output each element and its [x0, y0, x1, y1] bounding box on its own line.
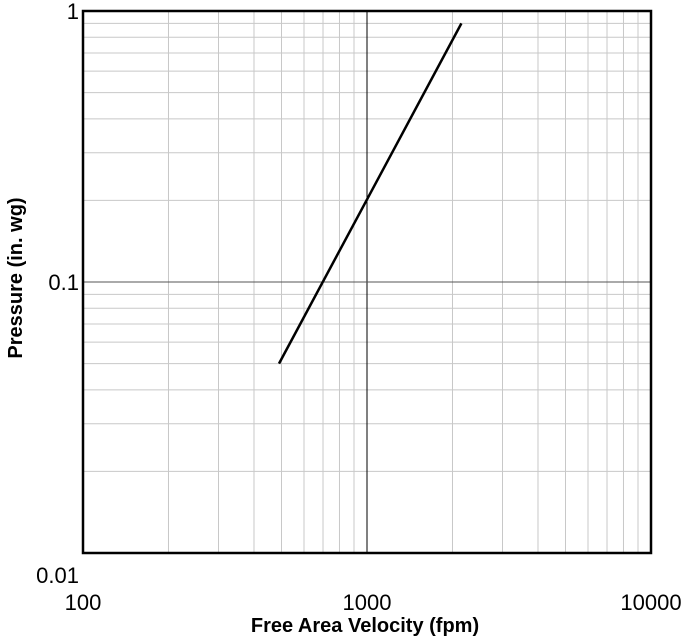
x-tick-label-10000: 10000: [620, 590, 681, 615]
y-tick-label-1: 1: [67, 0, 79, 24]
y-tick-label-0-01: 0.01: [36, 563, 79, 588]
y-tick-label-0-1: 0.1: [48, 270, 79, 295]
series-line-0: [277, 22, 463, 365]
series-group: [277, 22, 463, 365]
plot-frame: [81, 9, 653, 555]
major-grid: [83, 11, 651, 553]
x-tick-label-100: 100: [65, 590, 102, 615]
x-tick-label-1000: 1000: [343, 590, 392, 615]
x-axis-title: Free Area Velocity (fpm): [251, 615, 479, 637]
y-axis-title: Pressure (in. wg): [5, 197, 27, 358]
